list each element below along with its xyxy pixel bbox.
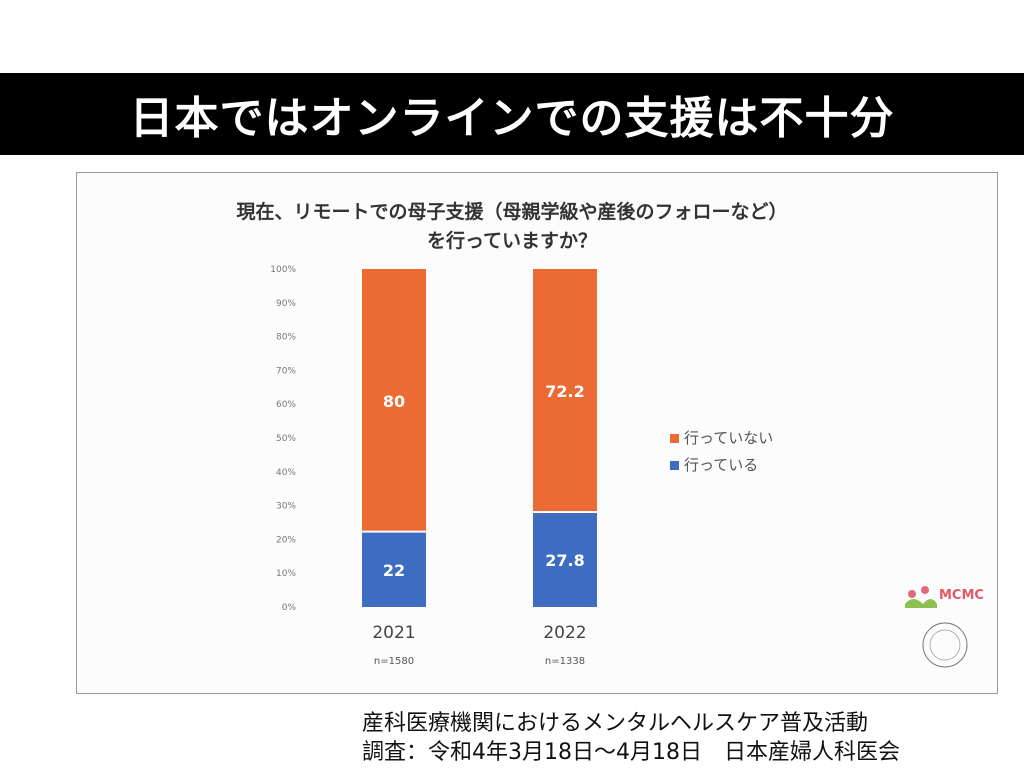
data-label: 22	[383, 561, 405, 580]
y-tick-label: 70%	[276, 366, 296, 376]
sample-size-label: n=1338	[545, 656, 585, 667]
society-seal-icon	[922, 622, 968, 668]
y-tick-label: 40%	[276, 468, 296, 478]
sample-size-label: n=1580	[374, 656, 414, 667]
x-tick-label: 2021	[372, 623, 415, 643]
bar-segment-not-doing	[533, 269, 597, 512]
x-tick-label: 2022	[543, 623, 586, 643]
chart-title-line2: を行っていますか？	[427, 229, 597, 252]
legend-label: 行っていない	[684, 429, 773, 447]
y-tick-label: 0%	[282, 603, 297, 613]
bar-segment-doing	[533, 513, 597, 607]
y-tick-label: 50%	[276, 434, 296, 444]
y-tick-label: 30%	[276, 502, 296, 512]
legend-swatch	[670, 461, 679, 470]
data-label: 72.2	[545, 382, 584, 401]
data-label: 27.8	[545, 551, 584, 570]
bar-segment-not-doing	[362, 269, 426, 531]
legend-swatch	[670, 434, 679, 443]
mcmc-logo-text: MCMC	[939, 588, 984, 603]
y-tick-label: 20%	[276, 535, 296, 545]
caption-line1: 産科医療機関におけるメンタルヘルスケア普及活動	[362, 711, 869, 736]
y-tick-label: 100%	[270, 265, 296, 275]
y-tick-label: 90%	[276, 299, 296, 309]
data-label: 80	[383, 392, 405, 411]
chart-title-line1: 現在、リモートでの母子支援（母親学級や産後のフォローなど）	[236, 200, 787, 223]
y-tick-label: 80%	[276, 333, 296, 343]
slide-title: 日本ではオンラインでの支援は不十分	[0, 73, 1024, 155]
y-tick-label: 60%	[276, 400, 296, 410]
caption-line2: 調査：令和4年3月18日～4月18日 日本産婦人科医会	[362, 740, 900, 765]
legend-label: 行っている	[684, 456, 758, 474]
bar-segment-doing	[362, 532, 426, 607]
mcmc-logo: MCMC	[905, 586, 984, 608]
y-tick-label: 10%	[276, 569, 296, 579]
